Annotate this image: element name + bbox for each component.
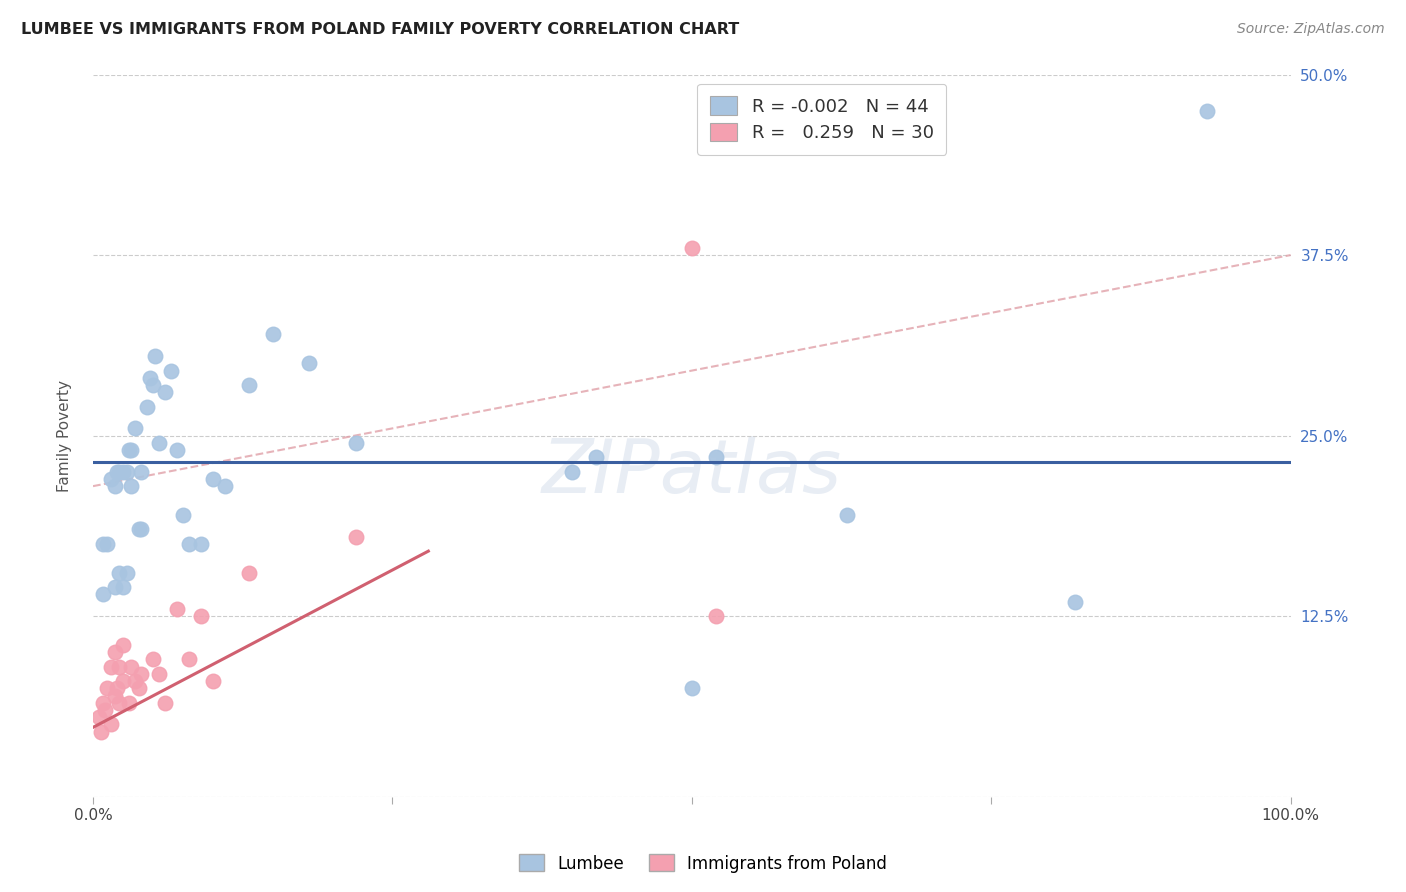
Point — [118, 443, 141, 458]
Point — [120, 479, 142, 493]
Point — [124, 674, 146, 689]
Point — [238, 378, 260, 392]
Point — [108, 566, 131, 580]
Point — [704, 609, 727, 624]
Point — [346, 435, 368, 450]
Point — [91, 537, 114, 551]
Point — [681, 241, 703, 255]
Point — [111, 638, 134, 652]
Point — [297, 356, 319, 370]
Point — [153, 696, 176, 710]
Point — [120, 443, 142, 458]
Point — [103, 580, 125, 594]
Legend: Lumbee, Immigrants from Poland: Lumbee, Immigrants from Poland — [512, 847, 894, 880]
Point — [201, 674, 224, 689]
Point — [1195, 103, 1218, 118]
Point — [108, 465, 131, 479]
Point — [129, 465, 152, 479]
Point — [172, 508, 194, 522]
Point — [585, 450, 607, 465]
Point — [115, 566, 138, 580]
Point — [143, 349, 166, 363]
Point — [153, 385, 176, 400]
Point — [139, 371, 162, 385]
Point — [148, 435, 170, 450]
Point — [142, 378, 165, 392]
Point — [160, 363, 183, 377]
Point — [190, 537, 212, 551]
Point — [190, 609, 212, 624]
Point — [142, 652, 165, 666]
Point — [96, 681, 118, 696]
Point — [128, 523, 150, 537]
Point — [124, 421, 146, 435]
Point — [105, 465, 128, 479]
Point — [103, 479, 125, 493]
Point — [103, 689, 125, 703]
Point — [111, 580, 134, 594]
Point — [201, 472, 224, 486]
Point — [177, 652, 200, 666]
Point — [94, 703, 117, 717]
Point — [111, 465, 134, 479]
Point — [837, 508, 859, 522]
Point — [87, 710, 110, 724]
Point — [346, 530, 368, 544]
Point — [166, 602, 188, 616]
Point — [90, 724, 112, 739]
Point — [214, 479, 236, 493]
Text: LUMBEE VS IMMIGRANTS FROM POLAND FAMILY POVERTY CORRELATION CHART: LUMBEE VS IMMIGRANTS FROM POLAND FAMILY … — [21, 22, 740, 37]
Point — [262, 327, 284, 342]
Point — [129, 667, 152, 681]
Point — [681, 681, 703, 696]
Point — [129, 523, 152, 537]
Point — [111, 674, 134, 689]
Point — [105, 681, 128, 696]
Point — [96, 537, 118, 551]
Point — [108, 659, 131, 673]
Point — [135, 400, 157, 414]
Text: Source: ZipAtlas.com: Source: ZipAtlas.com — [1237, 22, 1385, 37]
Point — [115, 465, 138, 479]
Legend: R = -0.002   N = 44, R =   0.259   N = 30: R = -0.002 N = 44, R = 0.259 N = 30 — [697, 84, 946, 154]
Point — [100, 717, 122, 731]
Point — [1064, 595, 1087, 609]
Point — [128, 681, 150, 696]
Point — [166, 443, 188, 458]
Point — [118, 696, 141, 710]
Point — [91, 587, 114, 601]
Point — [120, 659, 142, 673]
Point — [108, 696, 131, 710]
Point — [704, 450, 727, 465]
Point — [103, 645, 125, 659]
Point — [561, 465, 583, 479]
Y-axis label: Family Poverty: Family Poverty — [58, 380, 72, 491]
Point — [100, 659, 122, 673]
Point — [91, 696, 114, 710]
Point — [100, 472, 122, 486]
Point — [148, 667, 170, 681]
Text: ZIPatlas: ZIPatlas — [541, 435, 842, 508]
Point — [177, 537, 200, 551]
Point — [238, 566, 260, 580]
